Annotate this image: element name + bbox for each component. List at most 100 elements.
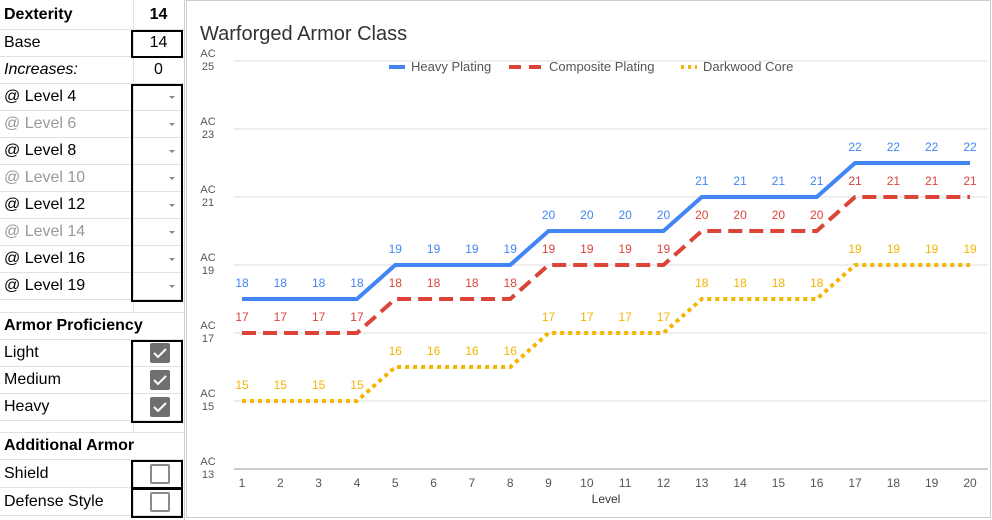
data-label: 18	[465, 276, 479, 290]
dexterity-label: Dexterity	[4, 5, 73, 23]
level-dropdown[interactable]	[133, 84, 183, 110]
check-icon	[153, 375, 167, 386]
data-label: 16	[504, 344, 518, 358]
checkbox[interactable]	[150, 463, 170, 484]
level-row: @ Level 12	[0, 192, 184, 219]
x-tick-label: 19	[925, 476, 939, 490]
level-label: @ Level 19	[4, 277, 86, 294]
chevron-down-icon	[169, 123, 175, 126]
data-label: 22	[925, 140, 939, 154]
x-tick-label: 12	[657, 476, 671, 490]
base-input[interactable]: 14	[149, 34, 168, 51]
level-row: @ Level 8	[0, 138, 184, 165]
input-border	[131, 460, 183, 489]
series-line	[242, 263, 970, 403]
data-label: 16	[427, 344, 441, 358]
data-label: 20	[580, 208, 594, 222]
data-label: 21	[695, 174, 709, 188]
data-label: 18	[312, 276, 326, 290]
check-icon	[153, 348, 167, 359]
x-tick-label: 7	[469, 476, 476, 490]
level-row: @ Level 16	[0, 246, 184, 273]
chevron-down-icon	[169, 285, 175, 288]
data-label: 19	[465, 242, 479, 256]
level-row: @ Level 14	[0, 219, 184, 246]
y-tick-label: AC	[200, 388, 215, 400]
level-dropdown[interactable]	[133, 273, 183, 299]
additional-label: Defense Style	[4, 492, 104, 510]
section-title: Armor Proficiency	[4, 317, 143, 334]
data-label: 21	[810, 174, 824, 188]
data-label: 19	[389, 242, 403, 256]
checkbox[interactable]	[150, 397, 170, 417]
input-border	[131, 30, 183, 58]
x-tick-label: 2	[277, 476, 284, 490]
base-row: Base 14	[0, 30, 184, 57]
x-axis-label: Level	[592, 492, 621, 506]
level-label: @ Level 14	[4, 223, 86, 240]
level-dropdown[interactable]	[133, 111, 183, 137]
x-tick-label: 6	[430, 476, 437, 490]
level-label: @ Level 4	[4, 88, 77, 105]
x-tick-label: 16	[810, 476, 824, 490]
checkbox[interactable]	[150, 491, 170, 512]
y-tick-label: 25	[202, 61, 214, 73]
x-tick-label: 9	[545, 476, 552, 490]
spacer-row	[0, 300, 184, 313]
level-row: @ Level 19	[0, 273, 184, 300]
data-label: 18	[350, 276, 364, 290]
y-tick-label: 21	[202, 197, 214, 209]
level-dropdown[interactable]	[133, 138, 183, 164]
proficiency-row: Light	[0, 340, 184, 367]
data-label: 21	[963, 174, 977, 188]
x-tick-label: 18	[887, 476, 901, 490]
increases-value: 0	[154, 61, 163, 78]
level-dropdown[interactable]	[133, 246, 183, 272]
data-label: 19	[963, 242, 977, 256]
data-label: 18	[810, 276, 824, 290]
data-label: 21	[887, 174, 901, 188]
level-dropdown[interactable]	[133, 219, 183, 245]
level-row: @ Level 6	[0, 111, 184, 138]
legend-label[interactable]: Composite Plating	[549, 59, 655, 74]
legend-label[interactable]: Darkwood Core	[703, 59, 793, 74]
x-tick-label: 13	[695, 476, 709, 490]
x-tick-label: 3	[315, 476, 322, 490]
data-label: 18	[427, 276, 441, 290]
dexterity-row: Dexterity 14	[0, 0, 184, 30]
data-label: 16	[465, 344, 479, 358]
level-dropdown[interactable]	[133, 192, 183, 218]
data-label: 19	[657, 242, 671, 256]
data-label: 19	[504, 242, 518, 256]
data-label: 20	[657, 208, 671, 222]
checkbox[interactable]	[150, 343, 170, 363]
level-label: @ Level 8	[4, 142, 77, 159]
y-tick-label: 15	[202, 401, 214, 413]
level-dropdown[interactable]	[133, 165, 183, 191]
checkbox[interactable]	[150, 370, 170, 390]
data-label: 21	[925, 174, 939, 188]
data-label: 17	[618, 310, 632, 324]
data-label: 17	[235, 310, 249, 324]
data-label: 18	[274, 276, 288, 290]
chevron-down-icon	[169, 96, 175, 99]
check-icon	[153, 402, 167, 413]
additional-row: Defense Style	[0, 488, 184, 516]
data-label: 20	[542, 208, 556, 222]
data-label: 18	[504, 276, 518, 290]
x-tick-label: 10	[580, 476, 594, 490]
y-tick-label: AC	[200, 116, 215, 128]
x-tick-label: 20	[963, 476, 977, 490]
x-tick-label: 15	[772, 476, 786, 490]
y-tick-label: AC	[200, 184, 215, 196]
attribute-panel: Dexterity 14 Base 14 Increases: 0 @ Level 4 @ L…	[0, 0, 185, 520]
level-label: @ Level 16	[4, 250, 86, 267]
data-label: 22	[887, 140, 901, 154]
chevron-down-icon	[169, 150, 175, 153]
legend-label[interactable]: Heavy Plating	[411, 59, 491, 74]
additional-row: Shield	[0, 460, 184, 488]
y-tick-label: AC	[200, 48, 215, 60]
y-tick-label: AC	[200, 456, 215, 468]
data-label: 17	[312, 310, 326, 324]
data-label: 15	[350, 378, 364, 392]
